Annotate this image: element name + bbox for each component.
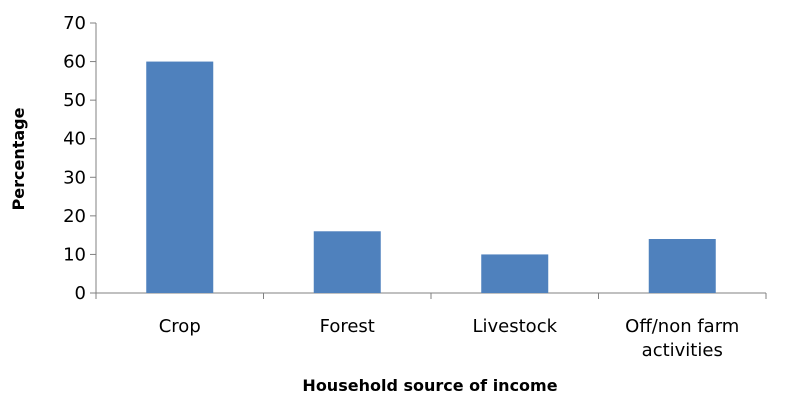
y-tick-label: 0 xyxy=(75,283,86,304)
category-labels: Crop Forest Livestock Off/non farm activitie… xyxy=(159,316,740,361)
y-tick-label: 50 xyxy=(63,90,86,111)
x-tick-label-line: Off/non farm xyxy=(625,316,739,337)
x-axis-title: Household source of income xyxy=(302,376,557,395)
x-tick-label-line: Crop xyxy=(159,316,201,337)
y-axis: 0 10 20 30 40 50 60 70 xyxy=(63,13,97,304)
y-tick-label: 30 xyxy=(63,167,86,188)
y-tick-label: 20 xyxy=(63,206,86,227)
x-tick-label-line: Livestock xyxy=(472,316,557,337)
bar xyxy=(648,239,716,293)
y-tick-label: 70 xyxy=(63,13,86,34)
x-tick-label: Livestock xyxy=(472,316,557,337)
x-tick-label: Forest xyxy=(320,316,375,337)
y-tick-label: 60 xyxy=(63,52,86,73)
x-axis xyxy=(95,292,767,299)
x-tick-label-line: activities xyxy=(642,340,723,361)
y-axis-title: Percentage xyxy=(9,107,28,210)
bar xyxy=(313,231,381,293)
bar xyxy=(481,254,549,293)
x-tick-label: Off/non farm activities xyxy=(625,316,739,361)
x-tick-label: Crop xyxy=(159,316,201,337)
bar xyxy=(146,61,214,294)
y-tick-label: 10 xyxy=(63,244,86,265)
x-tick-label-line: Forest xyxy=(320,316,375,337)
y-tick-label: 40 xyxy=(63,129,86,150)
bars xyxy=(146,61,716,294)
